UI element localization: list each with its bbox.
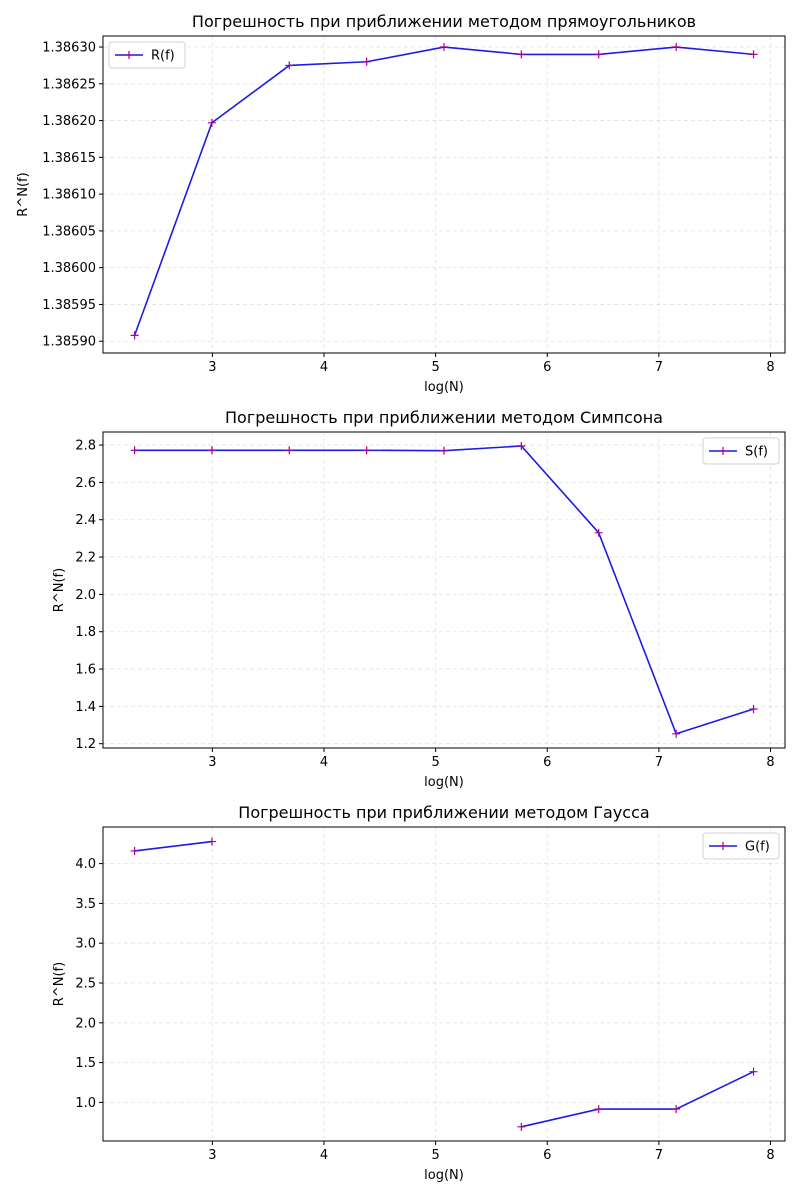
legend-label: R(f) [151, 49, 175, 64]
y-tick-label: 2.8 [75, 439, 96, 454]
legend: S(f) [702, 437, 780, 465]
y-tick-label: 1.38615 [42, 151, 96, 166]
x-tick-label: 5 [431, 755, 439, 770]
legend-marker-swatch [719, 447, 727, 455]
axes-frame [102, 35, 786, 354]
y-tick-label: 1.38600 [42, 261, 96, 276]
data-point [594, 50, 603, 59]
x-axis-label: log(N) [424, 775, 464, 790]
data-point [362, 57, 371, 66]
y-tick-label: 4.0 [75, 857, 96, 872]
data-point [594, 528, 603, 537]
x-tick-label: 3 [208, 1148, 216, 1163]
y-tick-label: 1.38620 [42, 114, 96, 129]
data-point [749, 704, 758, 713]
x-tick-label: 6 [543, 360, 551, 375]
x-tick-label: 8 [766, 755, 774, 770]
data-point [207, 446, 216, 455]
y-tick-label: 1.38625 [42, 77, 96, 92]
y-tick-label: 1.0 [75, 1096, 96, 1111]
y-tick-label: 2.0 [75, 588, 96, 603]
data-point [672, 729, 681, 738]
x-axis-label: log(N) [424, 1168, 464, 1183]
legend-marker-swatch [125, 51, 133, 59]
y-tick-label: 2.6 [75, 476, 96, 491]
axes-frame [102, 826, 786, 1142]
chart-title: Погрешность при приближении методом Симп… [225, 408, 663, 427]
x-tick-label: 3 [208, 755, 216, 770]
x-tick-label: 5 [431, 360, 439, 375]
data-point [672, 43, 681, 52]
data-point [130, 446, 139, 455]
legend: G(f) [702, 832, 780, 860]
data-point [517, 1122, 526, 1131]
y-tick-label: 1.38595 [42, 298, 96, 313]
x-tick-label: 8 [766, 360, 774, 375]
x-tick-label: 6 [543, 1148, 551, 1163]
chart-title: Погрешность при приближении методом Гаус… [238, 803, 649, 822]
y-tick-label: 1.38605 [42, 224, 96, 239]
legend-frame [702, 832, 780, 860]
data-point [749, 1067, 758, 1076]
y-tick-label: 1.4 [75, 700, 96, 715]
data-point [285, 61, 294, 70]
y-tick-label: 1.38590 [42, 335, 96, 350]
y-tick-label: 3.0 [75, 937, 96, 952]
chart-2: Погрешность при приближении методом Симп… [52, 408, 786, 790]
y-tick-label: 1.8 [75, 625, 96, 640]
series-line [134, 840, 754, 1128]
x-tick-label: 4 [320, 1148, 328, 1163]
x-tick-label: 4 [320, 360, 328, 375]
y-tick-label: 1.6 [75, 663, 96, 678]
data-point [130, 846, 139, 855]
x-tick-label: 5 [431, 1148, 439, 1163]
y-axis-label: R^N(f) [52, 568, 67, 612]
x-tick-label: 3 [208, 360, 216, 375]
y-axis-label: R^N(f) [16, 172, 31, 216]
legend-frame [702, 437, 780, 465]
data-point [285, 446, 294, 455]
x-tick-label: 4 [320, 755, 328, 770]
legend-label: G(f) [745, 840, 770, 855]
x-tick-label: 7 [655, 1148, 663, 1163]
y-tick-label: 2.4 [75, 513, 96, 528]
x-tick-label: 7 [655, 360, 663, 375]
data-point [749, 50, 758, 59]
chart-1: Погрешность при приближении методом прям… [16, 12, 786, 395]
y-axis-label: R^N(f) [52, 962, 67, 1006]
data-point [517, 441, 526, 450]
y-tick-label: 1.38630 [42, 41, 96, 56]
y-tick-label: 1.38610 [42, 188, 96, 203]
legend: R(f) [108, 41, 186, 69]
data-point [594, 1105, 603, 1114]
y-tick-label: 1.5 [75, 1056, 96, 1071]
legend-label: S(f) [745, 445, 768, 460]
y-tick-label: 2.5 [75, 977, 96, 992]
data-point [517, 50, 526, 59]
data-point [440, 43, 448, 52]
legend-marker-swatch [719, 842, 727, 850]
x-tick-label: 7 [655, 755, 663, 770]
y-tick-label: 2.2 [75, 551, 96, 566]
chart-3: Погрешность при приближении методом Гаус… [52, 803, 786, 1183]
data-point [207, 837, 216, 846]
y-tick-label: 3.5 [75, 897, 96, 912]
x-tick-label: 6 [543, 755, 551, 770]
data-point [207, 118, 216, 127]
data-point [672, 1105, 681, 1114]
x-axis-label: log(N) [424, 380, 464, 395]
chart-title: Погрешность при приближении методом прям… [192, 12, 696, 31]
axes-frame [102, 431, 786, 749]
y-tick-label: 2.0 [75, 1016, 96, 1031]
data-point [362, 446, 371, 455]
x-tick-label: 8 [766, 1148, 774, 1163]
data-point [440, 446, 448, 455]
legend-frame [108, 41, 186, 69]
series-line [133, 46, 754, 336]
y-tick-label: 1.2 [75, 737, 96, 752]
data-point [130, 331, 139, 340]
series-line [134, 445, 754, 735]
